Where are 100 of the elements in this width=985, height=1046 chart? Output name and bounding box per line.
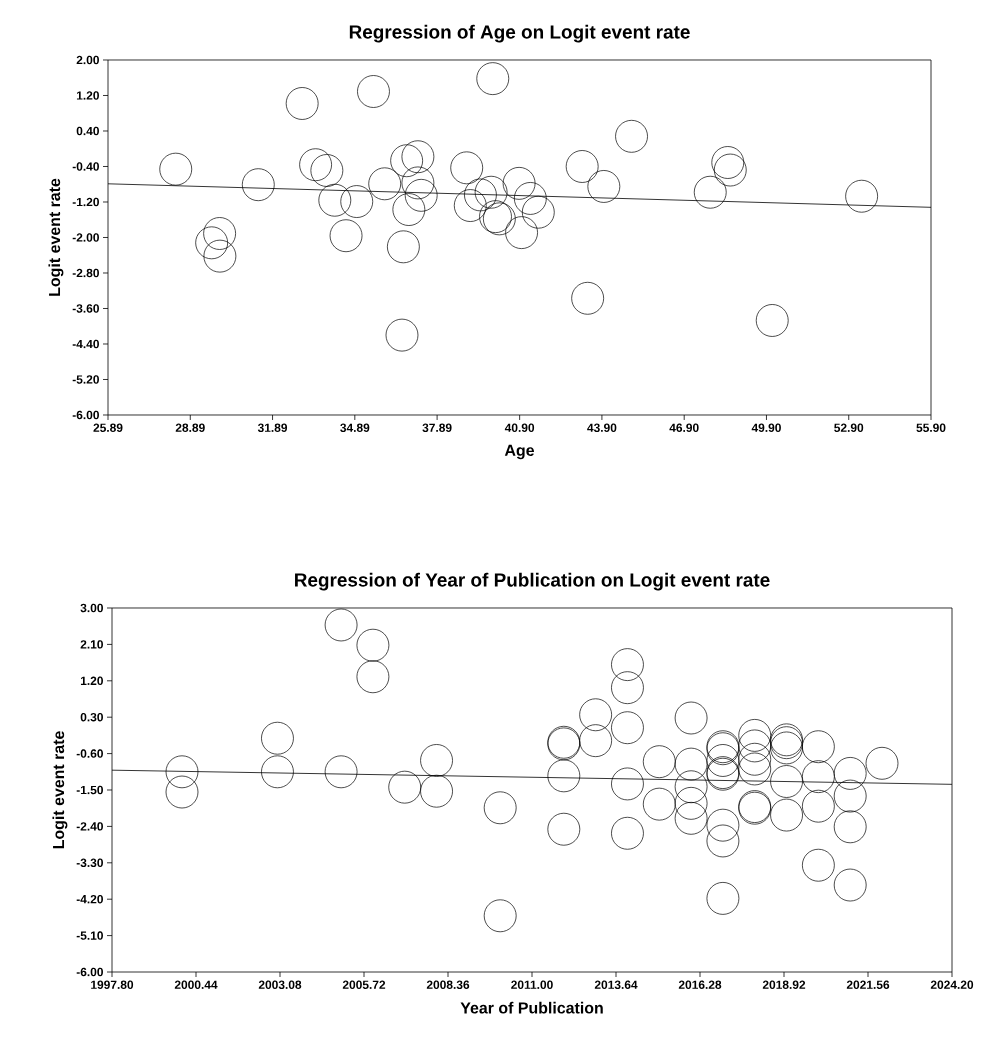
x-tick-label: 2000.44	[174, 980, 218, 989]
y-tick-label: -0.60	[76, 749, 103, 758]
point	[203, 239, 237, 273]
y-tick-label: -1.20	[72, 197, 99, 207]
x-tick-label: 49.90	[751, 423, 781, 432]
point	[356, 628, 390, 662]
y-tick-label: 3.00	[80, 603, 103, 613]
point	[261, 721, 294, 755]
point	[450, 151, 484, 185]
point	[738, 729, 772, 763]
point	[770, 798, 803, 832]
y-tick-label: -3.60	[72, 304, 99, 313]
point	[340, 185, 374, 218]
point	[693, 175, 727, 209]
point	[324, 755, 358, 789]
point	[738, 719, 772, 752]
point	[165, 775, 199, 809]
y-tick-label: 1.20	[76, 91, 99, 100]
point	[502, 167, 536, 200]
x-tick-label: 2003.08	[258, 980, 302, 990]
x-tick-label: 40.90	[504, 423, 535, 432]
point	[476, 62, 510, 95]
x-tick-label: 34.89	[340, 423, 370, 432]
x-tick-label: 2013.64	[594, 980, 638, 990]
point	[505, 216, 538, 249]
point	[464, 178, 497, 212]
point	[159, 152, 193, 186]
y-tick-label: 2.00	[76, 55, 99, 65]
point	[285, 87, 319, 120]
y-tick-label: 0.30	[80, 712, 103, 722]
point	[404, 178, 438, 212]
y-tick-label: -5.10	[76, 931, 103, 940]
point	[713, 153, 747, 187]
point	[310, 154, 344, 187]
point	[587, 170, 621, 203]
point	[611, 648, 644, 681]
x-axis-title: Year of Publication	[460, 1001, 603, 1014]
y-tick-label: -5.20	[72, 375, 99, 384]
point	[324, 608, 358, 642]
point	[195, 226, 229, 260]
y-tick-label: 1.20	[80, 676, 103, 686]
point	[329, 219, 363, 253]
point	[579, 724, 612, 758]
point	[547, 759, 581, 793]
point	[483, 899, 517, 933]
point	[611, 816, 644, 850]
point	[392, 193, 426, 226]
point	[579, 698, 612, 732]
point	[865, 746, 899, 780]
point	[420, 774, 453, 808]
y-tick-label: -1.50	[76, 785, 103, 795]
point	[318, 183, 352, 217]
x-tick-label: 37.89	[422, 423, 452, 432]
point	[738, 752, 772, 786]
point	[387, 230, 420, 264]
point	[674, 747, 708, 781]
point	[390, 144, 423, 178]
y-axis-title: Logit event rate	[48, 178, 64, 296]
point	[674, 770, 708, 804]
point	[368, 167, 402, 201]
point	[706, 808, 740, 842]
point	[674, 786, 708, 820]
point	[241, 168, 275, 202]
chart-title: Regression of Age on Logit event rate	[349, 24, 690, 43]
point	[642, 787, 676, 821]
y-tick-label: -2.80	[72, 268, 99, 278]
y-tick-label: -0.40	[72, 162, 99, 171]
y-tick-label: -2.40	[76, 822, 103, 831]
point	[483, 791, 517, 825]
x-tick-label: 2005.72	[342, 980, 386, 989]
point	[547, 812, 581, 846]
x-tick-label: 2011.00	[511, 980, 553, 989]
x-axis-title: Age	[504, 444, 535, 460]
y-axis-title: Logit event rate	[52, 731, 68, 849]
point	[299, 148, 332, 182]
point	[203, 217, 236, 250]
x-tick-label: 31.89	[257, 423, 288, 432]
x-tick-label: 55.90	[916, 423, 946, 432]
x-tick-label: 2021.56	[846, 980, 890, 989]
point	[420, 744, 453, 777]
point	[453, 189, 487, 222]
x-tick-label: 28.89	[175, 423, 205, 432]
point	[802, 848, 835, 882]
point	[401, 166, 435, 200]
point	[615, 119, 648, 153]
x-tick-label: 2024.20	[930, 980, 974, 989]
y-tick-label: -3.30	[76, 858, 103, 868]
point	[611, 767, 644, 801]
x-tick-label: 52.90	[834, 423, 864, 432]
point	[755, 304, 789, 337]
point	[706, 744, 740, 777]
point	[802, 730, 835, 764]
point	[261, 755, 294, 789]
x-tick-label: 25.89	[93, 423, 123, 432]
point	[845, 179, 878, 213]
point	[706, 882, 740, 915]
y-tick-label: -4.40	[72, 339, 99, 349]
x-tick-label: 1997.80	[91, 980, 134, 989]
point	[833, 779, 867, 813]
point	[388, 770, 422, 804]
